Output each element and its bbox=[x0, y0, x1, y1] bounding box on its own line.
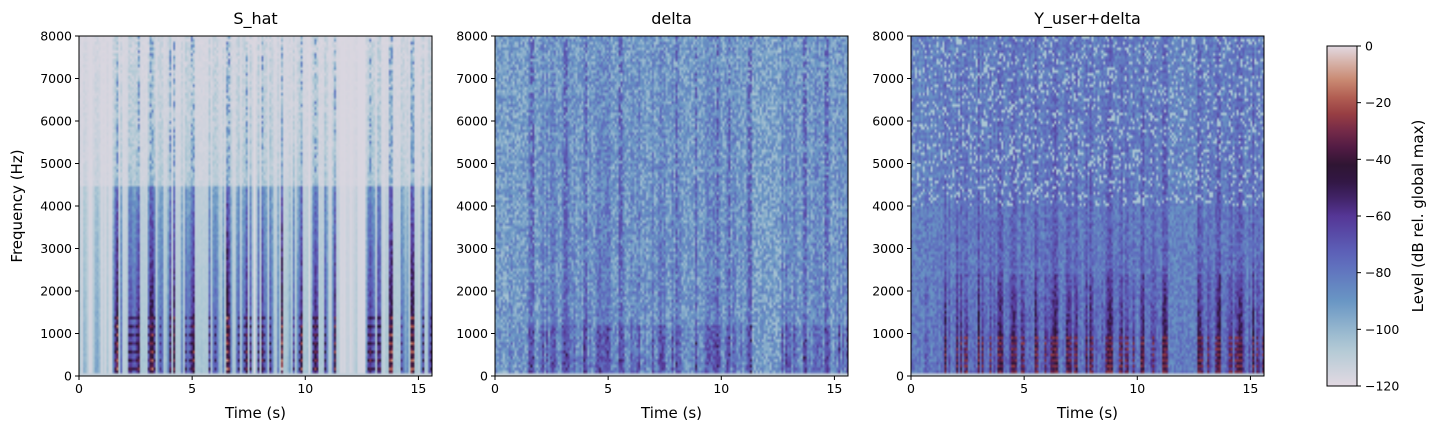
y-tick-label: 6000 bbox=[40, 114, 72, 129]
y-tick-label: 2000 bbox=[40, 284, 72, 299]
y-tick-label: 0 bbox=[480, 369, 488, 384]
x-axis-label: Time (s) bbox=[224, 404, 286, 422]
x-tick-label: 15 bbox=[1242, 381, 1258, 396]
y-tick-label: 4000 bbox=[872, 199, 904, 214]
x-tick-label: 0 bbox=[491, 381, 499, 396]
spectrogram-panel-2: delta 0 5 10 15 0 1000 2000 3000 4000 5000 6000 7000… bbox=[456, 9, 849, 422]
spectrogram-panel-3: Y_user+delta 0 5 10 15 0 1000 2000 3000 4000 5000 6… bbox=[872, 9, 1265, 422]
y-tick-label: 4000 bbox=[456, 199, 488, 214]
y-tick-label: 0 bbox=[896, 369, 904, 384]
x-tick-label: 0 bbox=[75, 381, 83, 396]
y-tick-label: 1000 bbox=[872, 326, 904, 341]
x-axis-label: Time (s) bbox=[1056, 404, 1118, 422]
y-axis-label: Frequency (Hz) bbox=[8, 149, 26, 262]
spectrogram-image bbox=[911, 36, 1264, 376]
y-tick-label: 5000 bbox=[40, 156, 72, 171]
x-tick-label: 5 bbox=[188, 381, 196, 396]
colorbar-gradient bbox=[1327, 46, 1357, 386]
y-tick-label: 0 bbox=[64, 369, 72, 384]
y-tick-label: 3000 bbox=[40, 241, 72, 256]
colorbar-tick-label: −100 bbox=[1365, 322, 1399, 337]
x-axis-label: Time (s) bbox=[640, 404, 702, 422]
x-tick-label: 10 bbox=[297, 381, 313, 396]
y-tick-label: 8000 bbox=[40, 29, 72, 44]
y-tick-label: 2000 bbox=[456, 284, 488, 299]
colorbar-tick-label: 0 bbox=[1365, 39, 1373, 54]
x-tick-label: 15 bbox=[410, 381, 426, 396]
panel-title: delta bbox=[651, 9, 692, 28]
colorbar-tick-label: −80 bbox=[1365, 265, 1391, 280]
y-tick-label: 6000 bbox=[872, 114, 904, 129]
y-tick-label: 6000 bbox=[456, 114, 488, 129]
x-tick-label: 10 bbox=[1129, 381, 1145, 396]
panel-title: Y_user+delta bbox=[1033, 9, 1141, 29]
colorbar-tick-label: −40 bbox=[1365, 152, 1391, 167]
colorbar-tick-label: −20 bbox=[1365, 95, 1391, 110]
x-tick-label: 0 bbox=[907, 381, 915, 396]
y-tick-label: 5000 bbox=[456, 156, 488, 171]
y-tick-label: 1000 bbox=[40, 326, 72, 341]
y-tick-label: 7000 bbox=[456, 71, 488, 86]
y-tick-label: 8000 bbox=[872, 29, 904, 44]
panel-title: S_hat bbox=[233, 9, 277, 29]
y-tick-label: 4000 bbox=[40, 199, 72, 214]
y-tick-label: 1000 bbox=[456, 326, 488, 341]
spectrogram-image bbox=[79, 36, 432, 376]
spectrogram-panel-1: S_hat 0 5 10 15 0 1000 2000 3000 4000 5000 6000 7000… bbox=[8, 9, 433, 422]
colorbar: 0 −20 −40 −60 −80 −100 −120 Level (dB rel. glob… bbox=[1326, 39, 1427, 394]
x-tick-label: 15 bbox=[826, 381, 842, 396]
spectrogram-image bbox=[495, 36, 848, 376]
x-tick-label: 5 bbox=[1020, 381, 1028, 396]
y-tick-label: 3000 bbox=[456, 241, 488, 256]
x-tick-label: 10 bbox=[713, 381, 729, 396]
colorbar-tick-label: −120 bbox=[1365, 379, 1399, 394]
colorbar-tick-label: −60 bbox=[1365, 209, 1391, 224]
y-tick-label: 7000 bbox=[872, 71, 904, 86]
colorbar-label: Level (dB rel. global max) bbox=[1409, 120, 1427, 313]
y-tick-label: 5000 bbox=[872, 156, 904, 171]
y-tick-label: 2000 bbox=[872, 284, 904, 299]
y-tick-label: 7000 bbox=[40, 71, 72, 86]
y-tick-label: 8000 bbox=[456, 29, 488, 44]
x-tick-label: 5 bbox=[604, 381, 612, 396]
y-tick-label: 3000 bbox=[872, 241, 904, 256]
